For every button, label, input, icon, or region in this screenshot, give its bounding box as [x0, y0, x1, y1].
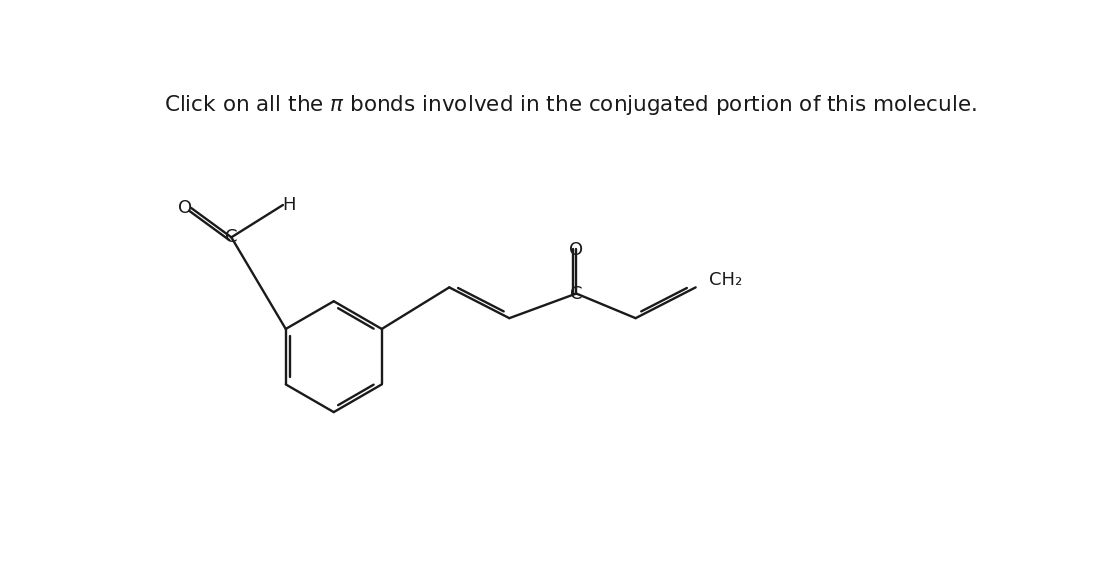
Text: O: O — [569, 242, 584, 259]
Text: Click on all the $\pi$ bonds involved in the conjugated portion of this molecule: Click on all the $\pi$ bonds involved in… — [165, 93, 978, 117]
Text: H: H — [282, 196, 296, 214]
Text: C: C — [570, 285, 582, 303]
Text: C: C — [225, 228, 237, 246]
Text: CH₂: CH₂ — [709, 271, 741, 289]
Text: O: O — [178, 199, 193, 217]
